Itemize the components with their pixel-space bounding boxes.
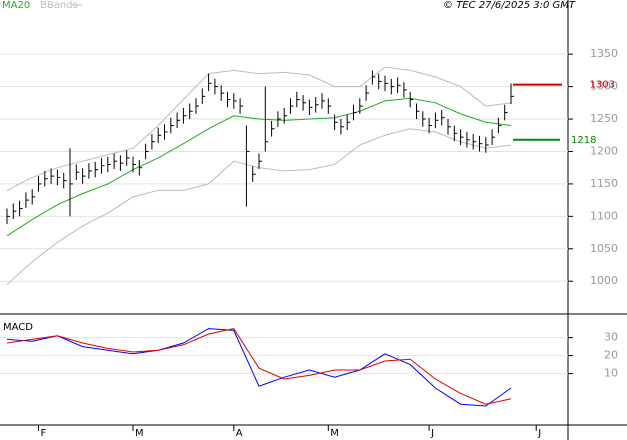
x-tick-label: A (236, 428, 243, 439)
legend-entry: MA20 (2, 0, 30, 11)
legend-entry: BBands (40, 0, 78, 11)
y-tick-label: 1250 (590, 112, 618, 125)
x-tick-label: J (537, 428, 541, 439)
level-label: 1218 (571, 135, 596, 146)
y-tick-label: 10 (604, 367, 618, 380)
y-tick-label: 1350 (590, 47, 618, 60)
y-tick-label: 1150 (590, 177, 618, 190)
bollinger-band (6, 66, 512, 191)
y-tick-label: 1100 (590, 209, 618, 222)
panel-title: MACD (3, 322, 33, 333)
y-tick-label: 1200 (590, 144, 618, 157)
y-tick-label: 20 (604, 349, 618, 362)
macd-line (6, 328, 512, 407)
x-tick-label: M (330, 428, 339, 439)
macd-line (6, 328, 512, 405)
ma-line (6, 97, 512, 237)
x-tick-label: J (430, 428, 434, 439)
y-tick-label: 30 (604, 331, 618, 344)
y-tick-label: 1300 (590, 80, 618, 93)
level-label: 1303 (590, 80, 615, 91)
x-tick-label: F (41, 428, 47, 439)
x-tick-label: M (135, 428, 144, 439)
source: © TEC 27/6/2025 3:0 GMT (443, 0, 576, 11)
y-tick-label: 1000 (590, 274, 618, 287)
y-tick-label: 1050 (590, 242, 618, 255)
